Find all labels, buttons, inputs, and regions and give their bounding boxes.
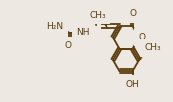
Text: O: O: [139, 33, 145, 42]
Text: CH₃: CH₃: [89, 11, 106, 20]
Text: H₂N: H₂N: [46, 22, 63, 31]
Text: OH: OH: [126, 80, 139, 89]
Text: O: O: [130, 9, 137, 18]
Text: N: N: [90, 19, 97, 28]
Text: CH₃: CH₃: [145, 43, 161, 53]
Text: NH: NH: [76, 28, 90, 37]
Text: O: O: [65, 41, 72, 50]
